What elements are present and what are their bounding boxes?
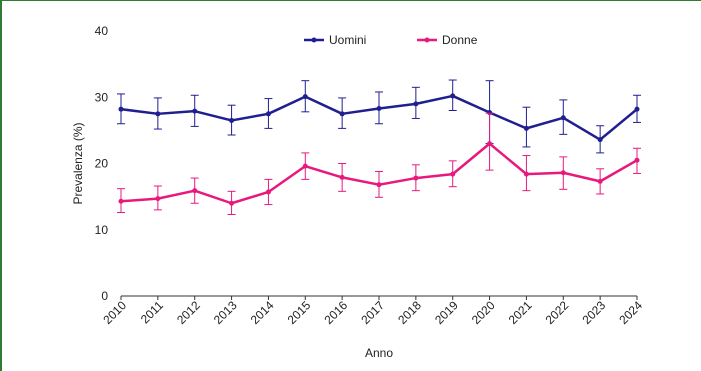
y-tick-label: 40 — [95, 24, 109, 38]
y-tick-label: 0 — [101, 289, 108, 303]
y-tick-label: 30 — [95, 90, 109, 104]
legend-marker — [424, 37, 430, 43]
x-tick-label: 2013 — [211, 298, 240, 327]
data-point — [192, 188, 198, 194]
data-point — [376, 182, 382, 188]
x-tick-label: 2016 — [321, 298, 350, 327]
x-tick-label: 2015 — [285, 298, 314, 327]
x-ticks: 2010 2011 2012 2013 2014 2015 2016 2017 2018 2019… — [100, 296, 645, 327]
data-point — [523, 125, 529, 131]
data-point — [487, 109, 493, 115]
series-uomini — [117, 79, 641, 154]
legend-marker — [311, 37, 317, 43]
x-tick-label: 2023 — [579, 298, 608, 327]
x-tick-label: 2022 — [543, 298, 572, 327]
data-point — [339, 174, 345, 180]
legend-label: Donne — [442, 33, 478, 47]
x-tick-label: 2011 — [138, 298, 166, 326]
x-axis-label: Anno — [365, 346, 393, 360]
data-point — [413, 101, 419, 107]
data-point — [413, 175, 419, 181]
legend-label: Uomini — [329, 33, 366, 47]
data-point — [118, 106, 124, 112]
x-tick-label: 2021 — [506, 298, 535, 327]
data-point — [634, 106, 640, 112]
data-point — [597, 137, 603, 143]
y-ticks: 0 10 20 30 40 — [95, 24, 109, 303]
x-tick-label: 2020 — [469, 298, 498, 327]
data-point — [560, 170, 566, 176]
series-layer — [117, 79, 641, 216]
x-tick-label: 2019 — [432, 298, 461, 327]
data-point — [450, 93, 456, 99]
data-point — [560, 115, 566, 121]
data-point — [192, 108, 198, 114]
axes — [121, 295, 637, 297]
data-point — [302, 163, 308, 169]
data-point — [450, 171, 456, 177]
data-point — [265, 189, 271, 195]
series-donne — [117, 112, 641, 216]
data-point — [487, 141, 493, 147]
data-point — [155, 111, 161, 117]
data-point — [118, 198, 124, 204]
legend: Uomini Donne — [304, 33, 478, 47]
x-tick-label: 2017 — [358, 298, 387, 327]
data-point — [302, 94, 308, 100]
x-tick-label: 2014 — [248, 298, 277, 327]
data-point — [634, 157, 640, 163]
data-point — [229, 117, 235, 123]
x-tick-label: 2024 — [616, 298, 645, 327]
data-point — [265, 111, 271, 117]
legend-item-uomini: Uomini — [304, 33, 366, 47]
x-tick-label: 2018 — [395, 298, 424, 327]
data-point — [376, 106, 382, 112]
data-point — [339, 111, 345, 117]
y-axis-label: Prevalenza (%) — [71, 122, 85, 204]
x-tick-label: 2012 — [174, 298, 203, 327]
legend-item-donne: Donne — [417, 33, 478, 47]
y-tick-label: 10 — [95, 223, 109, 237]
data-point — [523, 171, 529, 177]
data-point — [155, 196, 161, 202]
data-point — [229, 200, 235, 206]
y-tick-label: 20 — [95, 157, 109, 171]
data-point — [597, 178, 603, 184]
